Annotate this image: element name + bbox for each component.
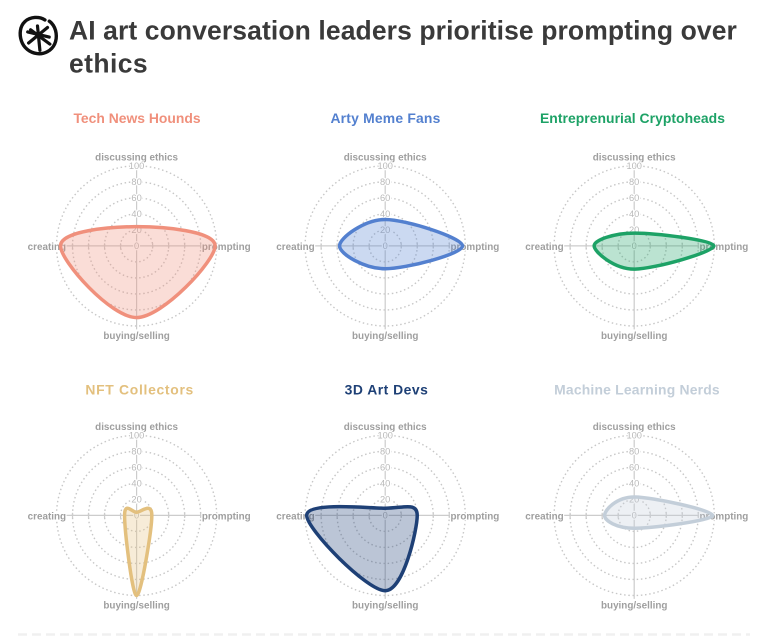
svg-text:discussing ethics: discussing ethics	[344, 153, 427, 164]
svg-text:80: 80	[131, 447, 141, 457]
svg-text:100: 100	[129, 161, 145, 171]
svg-text:creating: creating	[28, 511, 66, 522]
svg-text:60: 60	[380, 193, 390, 203]
svg-text:100: 100	[626, 431, 642, 441]
svg-text:ethics: ethics	[69, 49, 148, 79]
svg-text:NFT Collectors: NFT Collectors	[85, 382, 194, 398]
svg-text:prompting: prompting	[451, 511, 500, 522]
svg-text:Machine Learning Nerds: Machine Learning Nerds	[554, 382, 720, 398]
svg-text:0: 0	[383, 511, 388, 521]
svg-text:buying/selling: buying/selling	[352, 601, 418, 612]
svg-text:60: 60	[629, 193, 639, 203]
svg-text:80: 80	[380, 447, 390, 457]
svg-text:discussing ethics: discussing ethics	[95, 153, 178, 164]
svg-text:80: 80	[629, 177, 639, 187]
svg-text:0: 0	[632, 241, 637, 251]
svg-text:discussing ethics: discussing ethics	[593, 422, 676, 433]
svg-text:100: 100	[626, 161, 642, 171]
svg-text:creating: creating	[276, 242, 314, 253]
svg-text:buying/selling: buying/selling	[352, 331, 418, 342]
svg-text:60: 60	[131, 463, 141, 473]
svg-text:20: 20	[380, 495, 390, 505]
svg-text:80: 80	[380, 177, 390, 187]
svg-text:0: 0	[134, 241, 139, 251]
svg-text:80: 80	[629, 447, 639, 457]
svg-text:40: 40	[629, 209, 639, 219]
svg-text:AI art conversation leaders pr: AI art conversation leaders prioritise p…	[69, 16, 737, 46]
svg-text:discussing ethics: discussing ethics	[344, 422, 427, 433]
svg-text:40: 40	[380, 209, 390, 219]
svg-text:0: 0	[632, 511, 637, 521]
svg-text:100: 100	[377, 431, 393, 441]
svg-text:40: 40	[131, 209, 141, 219]
svg-text:discussing ethics: discussing ethics	[593, 153, 676, 164]
svg-text:60: 60	[629, 463, 639, 473]
svg-text:100: 100	[377, 161, 393, 171]
svg-text:buying/selling: buying/selling	[601, 601, 667, 612]
svg-text:40: 40	[629, 479, 639, 489]
svg-text:creating: creating	[525, 242, 563, 253]
svg-text:prompting: prompting	[202, 511, 251, 522]
svg-text:40: 40	[131, 479, 141, 489]
svg-text:buying/selling: buying/selling	[103, 601, 169, 612]
svg-text:3D Art Devs: 3D Art Devs	[345, 382, 429, 398]
svg-text:60: 60	[380, 463, 390, 473]
svg-text:0: 0	[134, 511, 139, 521]
svg-text:Entreprenurial Cryptoheads: Entreprenurial Cryptoheads	[540, 110, 725, 126]
svg-text:creating: creating	[525, 511, 563, 522]
svg-text:Arty Meme Fans: Arty Meme Fans	[330, 110, 440, 126]
svg-text:buying/selling: buying/selling	[601, 331, 667, 342]
svg-text:buying/selling: buying/selling	[103, 331, 169, 342]
svg-text:Tech News Hounds: Tech News Hounds	[73, 110, 200, 126]
svg-text:60: 60	[131, 193, 141, 203]
svg-text:0: 0	[383, 241, 388, 251]
svg-text:40: 40	[380, 479, 390, 489]
svg-text:20: 20	[131, 495, 141, 505]
svg-text:80: 80	[131, 177, 141, 187]
svg-text:creating: creating	[28, 242, 66, 253]
svg-text:20: 20	[380, 225, 390, 235]
svg-text:discussing ethics: discussing ethics	[95, 422, 178, 433]
svg-text:100: 100	[129, 431, 145, 441]
